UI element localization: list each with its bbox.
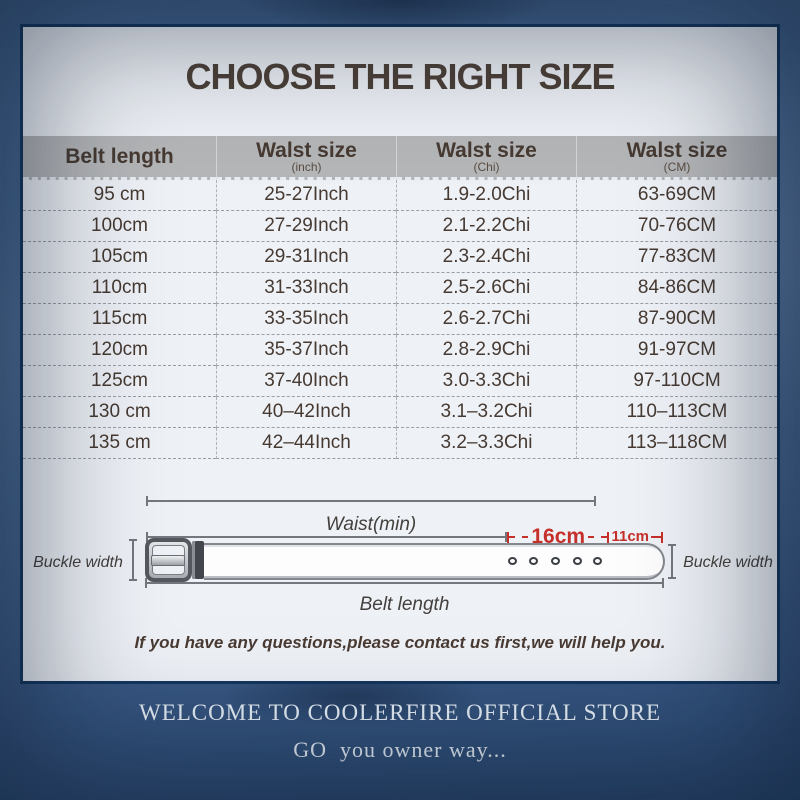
column-header-sub: (Chi) <box>473 159 500 174</box>
column-header-sub: (CM) <box>663 159 691 174</box>
table-cell: 3.1–3.2Chi <box>396 397 576 428</box>
table-cell: 2.3-2.4Chi <box>396 242 576 273</box>
column-header-label: Walst size <box>626 138 728 162</box>
table-cell: 2.6-2.7Chi <box>396 304 576 335</box>
belt-hole <box>529 557 538 565</box>
table-cell: 84-86CM <box>576 273 777 304</box>
footer: WELCOME TO COOLERFIRE OFFICIAL STORE GO … <box>0 700 800 763</box>
belt-hole <box>593 557 602 565</box>
footer-slogan-text: GO you owner way... <box>293 737 507 762</box>
table-cell: 91-97CM <box>576 335 777 366</box>
table-cell: 1.9-2.0Chi <box>396 180 576 211</box>
table-cell: 115cm <box>23 304 216 335</box>
belt-hole <box>551 557 560 565</box>
size-chart-card: CHOOSE THE RIGHT SIZE Belt length Walst … <box>20 24 780 684</box>
dimension-16cm: 16cm <box>531 525 586 548</box>
table-cell: 2.1-2.2Chi <box>396 211 576 242</box>
table-cell: 37-40Inch <box>216 366 396 397</box>
table-cell: 130 cm <box>23 397 216 428</box>
column-header-label: Walst size <box>256 138 357 162</box>
table-cell: 31-33Inch <box>216 273 396 304</box>
table-cell: 100cm <box>23 211 216 242</box>
table-cell: 29-31Inch <box>216 242 396 273</box>
red-dash <box>509 536 529 538</box>
footer-welcome-text: WELCOME TO COOLERFIRE OFFICIAL STORE <box>138 700 661 725</box>
page-title: CHOOSE THE RIGHT SIZE <box>185 56 615 97</box>
table-cell: 33-35Inch <box>216 304 396 335</box>
belt-length-label: Belt length <box>359 594 450 615</box>
table-cell: 35-37Inch <box>216 335 396 366</box>
table-cell: 135 cm <box>23 428 216 459</box>
table-cell: 63-69CM <box>576 180 777 211</box>
column-header-belt-length: Belt length <box>23 136 216 180</box>
waist-min-label: Waist(min) <box>325 514 417 535</box>
column-header-waist-inch: Walst size (inch) <box>216 136 396 180</box>
column-header-waist-cm: Walst size (CM) <box>576 136 777 180</box>
table-cell: 27-29Inch <box>216 211 396 242</box>
table-cell: 110–113CM <box>576 397 777 428</box>
belt-hole <box>573 557 582 565</box>
table-cell: 120cm <box>23 335 216 366</box>
table-cell: 25-27Inch <box>216 180 396 211</box>
dimension-11cm: 11cm <box>611 528 650 545</box>
buckle-width-measure-left <box>129 539 137 581</box>
belt-hole <box>508 557 517 565</box>
table-cell: 97-110CM <box>576 366 777 397</box>
table-cell: 3.0-3.3Chi <box>396 366 576 397</box>
red-tick <box>607 531 610 543</box>
table-cell: 2.5-2.6Chi <box>396 273 576 304</box>
table-cell: 42–44Inch <box>216 428 396 459</box>
belt-to-hole-line <box>146 532 507 542</box>
buckle-width-measure-right <box>668 544 676 579</box>
table-cell: 77-83CM <box>576 242 777 273</box>
belt-strap <box>204 543 665 580</box>
table-cell: 70-76CM <box>576 211 777 242</box>
column-header-sub: (inch) <box>291 159 322 174</box>
table-cell: 95 cm <box>23 180 216 211</box>
table-cell: 110cm <box>23 273 216 304</box>
belt-keeper <box>192 541 204 579</box>
table-cell: 87-90CM <box>576 304 777 335</box>
column-header-waist-chi: Walst size (Chi) <box>396 136 576 180</box>
table-cell: 2.8-2.9Chi <box>396 335 576 366</box>
red-tick <box>507 531 509 543</box>
waist-measure-line <box>146 496 596 506</box>
table-cell: 125cm <box>23 366 216 397</box>
size-table: Belt length Walst size (inch) Walst size… <box>23 136 777 459</box>
contact-note: If you have any questions,please contact… <box>134 633 666 652</box>
buckle-width-label-left: Buckle width <box>33 554 123 571</box>
dimension-annotation: 16cm 11cm <box>507 525 664 548</box>
column-header-label: Walst size <box>436 138 537 162</box>
red-dash <box>588 536 608 538</box>
table-cell: 40–42Inch <box>216 397 396 428</box>
red-tick <box>661 531 664 543</box>
red-dash <box>651 536 662 538</box>
column-header-label: Belt length <box>65 145 174 168</box>
table-cell: 105cm <box>23 242 216 273</box>
belt-buckle <box>145 538 192 582</box>
table-cell: 3.2–3.3Chi <box>396 428 576 459</box>
table-cell: 113–118CM <box>576 428 777 459</box>
buckle-width-label-right: Buckle width <box>683 554 773 571</box>
belt-length-measure-line <box>145 578 664 588</box>
